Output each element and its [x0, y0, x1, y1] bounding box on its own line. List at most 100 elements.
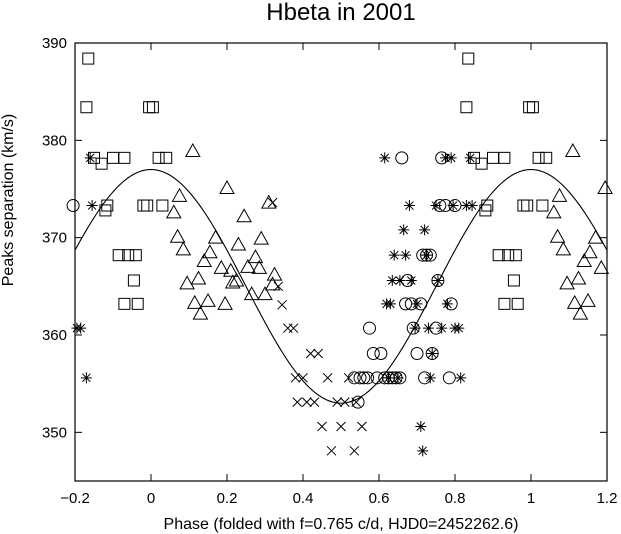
square-point	[517, 199, 530, 212]
asterisk-point	[383, 372, 394, 384]
triangle-point	[555, 241, 572, 256]
asterisk-point	[455, 372, 467, 384]
circle-point	[389, 371, 403, 385]
cross-point	[292, 397, 303, 408]
asterisk-point	[422, 322, 434, 334]
circle-point	[361, 371, 375, 385]
x-tick-label: 0.8	[445, 490, 466, 507]
circle-point	[439, 199, 452, 213]
asterisk-point	[394, 274, 406, 286]
triangle-point	[179, 275, 195, 290]
x-tick-label: 0.6	[369, 490, 390, 507]
asterisk-point	[75, 322, 87, 334]
triangle-point	[224, 274, 241, 289]
triangle-point	[576, 253, 593, 268]
triangle-point	[219, 180, 235, 195]
square-point	[532, 151, 545, 164]
circle-point	[425, 346, 439, 360]
asterisk-point	[464, 152, 476, 164]
triangle-point	[545, 204, 562, 219]
cross-point	[309, 397, 320, 408]
circle-point	[374, 346, 388, 360]
triangle-point	[200, 292, 216, 307]
fit-curve	[74, 168, 608, 404]
square-point	[502, 249, 515, 262]
triangle-point	[266, 266, 283, 281]
triangle-point	[566, 294, 583, 309]
cross-point	[305, 348, 316, 359]
square-point	[498, 297, 511, 310]
square-point	[160, 151, 173, 164]
asterisk-point	[447, 200, 459, 212]
circle-point	[357, 371, 371, 385]
triangle-point	[196, 253, 213, 268]
asterisk-point	[445, 152, 457, 164]
circle-point	[448, 199, 462, 213]
circle-point	[363, 321, 376, 335]
triangle-point	[222, 262, 239, 277]
square-point	[460, 101, 473, 114]
square-point	[122, 249, 135, 262]
triangle-point	[570, 270, 587, 285]
square-point	[507, 274, 520, 287]
square-point	[143, 101, 156, 114]
square-point	[99, 204, 112, 217]
square-point	[101, 199, 114, 212]
circle-point	[435, 151, 449, 165]
data-points	[66, 52, 613, 457]
triangle-point	[169, 228, 186, 243]
y-axis-label: Peaks separation (km/s)	[0, 114, 17, 287]
asterisk-point	[460, 200, 472, 212]
x-tick-label: 0.2	[217, 490, 238, 507]
cross-point	[298, 372, 308, 383]
circle-point	[353, 371, 367, 385]
circle-point	[401, 273, 414, 287]
y-tick-label: 370	[42, 230, 67, 247]
square-point	[509, 249, 522, 262]
cross-point	[322, 372, 333, 383]
asterisk-point	[409, 322, 421, 334]
asterisk-point	[84, 152, 96, 164]
asterisk-point	[405, 274, 417, 286]
square-point	[481, 199, 494, 212]
circle-point	[429, 321, 443, 335]
square-point	[156, 199, 169, 212]
asterisk-point	[421, 249, 432, 261]
square-point	[131, 297, 144, 310]
cross-point	[349, 445, 360, 456]
asterisk-point	[403, 200, 415, 212]
triangle-point	[184, 143, 201, 158]
asterisk-point	[430, 200, 442, 212]
circle-point	[414, 297, 428, 311]
triangle-point	[165, 204, 182, 219]
square-point	[492, 249, 505, 262]
y-tick-label: 380	[42, 132, 67, 149]
triangle-point	[559, 275, 575, 290]
triangle-point	[551, 187, 568, 202]
triangle-point	[171, 187, 188, 202]
triangle-point	[217, 295, 233, 310]
circle-point	[66, 199, 80, 213]
square-point	[498, 151, 511, 164]
cross-point	[277, 299, 287, 310]
triangle-point	[230, 236, 247, 251]
triangle-point	[243, 286, 260, 301]
cross-point	[336, 421, 346, 432]
triangle-point	[240, 258, 256, 273]
asterisk-point	[417, 445, 429, 457]
triangle-point	[186, 294, 203, 309]
triangle-point	[572, 305, 589, 320]
triangle-point	[236, 208, 252, 223]
square-point	[118, 151, 131, 164]
cross-point	[290, 372, 301, 383]
circle-point	[404, 297, 418, 311]
asterisk-point	[80, 372, 92, 384]
square-point	[540, 151, 553, 164]
asterisk-point	[419, 224, 431, 236]
square-point	[462, 52, 475, 65]
square-point	[80, 101, 93, 114]
asterisk-point	[386, 274, 398, 286]
square-point	[141, 199, 154, 212]
circle-point	[378, 371, 392, 385]
triangle-point	[175, 241, 192, 256]
